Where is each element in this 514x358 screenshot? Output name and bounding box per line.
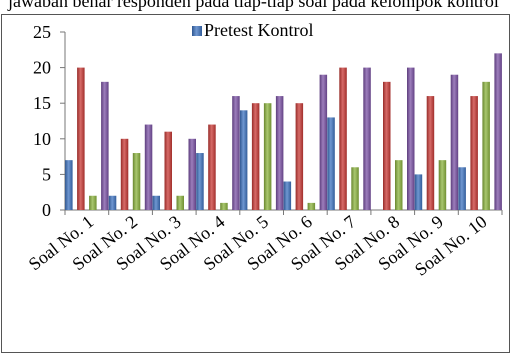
bar <box>220 202 228 210</box>
bar <box>414 174 423 210</box>
chart-area: Pretest Kontrol 0 5 10 15 20 25 Soal No. 1 Soa… <box>1 14 510 353</box>
caption-text: jawaban benar responden pada tiap-tiap s… <box>8 0 499 11</box>
bar <box>132 153 141 210</box>
bar <box>327 117 335 210</box>
bar <box>208 124 216 210</box>
bar <box>152 195 160 210</box>
bar <box>263 103 272 210</box>
bar <box>108 195 117 210</box>
bar <box>438 160 447 210</box>
y-tick-label: 0 <box>42 200 51 220</box>
bar <box>77 67 85 210</box>
bar <box>283 181 292 210</box>
bar <box>251 103 260 210</box>
bar <box>275 96 284 210</box>
bar-chart: Pretest Kontrol 0 5 10 15 20 25 Soal No. 1Soa… <box>25 20 503 280</box>
bar <box>239 110 248 210</box>
bar <box>395 160 403 210</box>
bar <box>383 81 391 210</box>
bar <box>196 153 204 210</box>
bar <box>494 53 502 210</box>
bar <box>407 67 415 210</box>
bar <box>450 74 459 210</box>
bar <box>120 138 129 210</box>
bar <box>307 202 316 210</box>
bar <box>458 167 466 210</box>
bar <box>351 167 359 210</box>
bar <box>65 160 73 210</box>
bars <box>65 53 502 210</box>
bar <box>101 81 109 210</box>
bar <box>482 81 490 210</box>
bar <box>89 195 97 210</box>
bar <box>164 131 172 210</box>
bar <box>363 67 371 210</box>
cropped-caption: jawaban benar responden pada tiap-tiap s… <box>0 0 514 14</box>
bar <box>426 96 435 210</box>
y-tick-label: 20 <box>33 58 51 78</box>
y-tick-label: 25 <box>33 22 51 42</box>
bar <box>144 124 153 210</box>
bar <box>339 67 347 210</box>
bar <box>295 103 304 210</box>
bar <box>188 138 196 210</box>
bar <box>319 74 328 210</box>
bar <box>176 195 184 210</box>
legend-label: Pretest Kontrol <box>204 20 314 40</box>
y-tick-label: 10 <box>33 129 51 149</box>
legend-swatch <box>192 26 202 36</box>
y-tick-label: 15 <box>33 93 51 113</box>
legend: Pretest Kontrol <box>192 20 314 40</box>
bar <box>470 96 478 210</box>
bar <box>232 96 240 210</box>
y-tick-label: 5 <box>42 164 51 184</box>
